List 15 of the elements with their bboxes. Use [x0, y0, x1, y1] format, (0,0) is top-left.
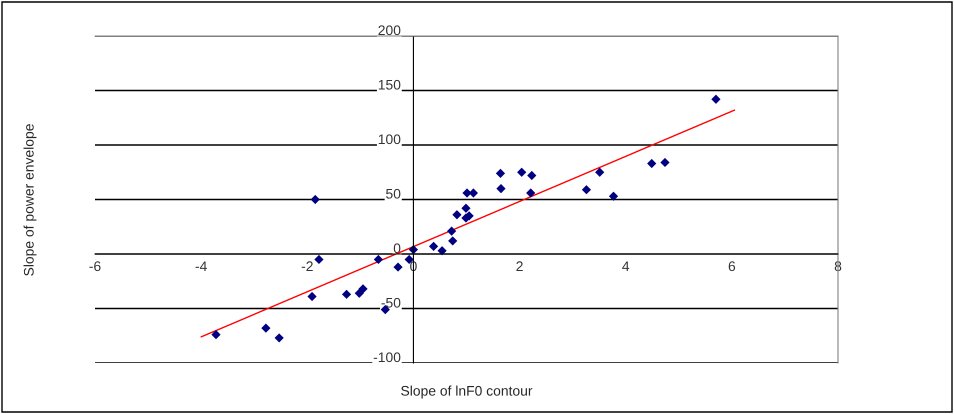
y-tick-label: -100	[374, 352, 400, 362]
y-tick-label: -50	[381, 298, 400, 308]
x-tick-label: -2	[302, 261, 313, 272]
x-tick-label: 4	[622, 261, 630, 272]
y-tick-label: 150	[378, 80, 400, 90]
y-tick-label: 200	[378, 25, 400, 36]
x-tick-label: -4	[196, 261, 207, 272]
x-tick-label: 2	[516, 261, 523, 272]
x-axis-title: Slope of lnF0 contour	[401, 386, 532, 398]
x-tick-label: 6	[728, 261, 736, 272]
y-tick-label: 100	[378, 134, 400, 144]
x-tick-label: -6	[89, 261, 101, 272]
y-axis-title: Slope of power envelope	[24, 124, 36, 276]
y-tick-label: 0	[394, 243, 400, 254]
y-tick-label: 50	[386, 188, 400, 199]
